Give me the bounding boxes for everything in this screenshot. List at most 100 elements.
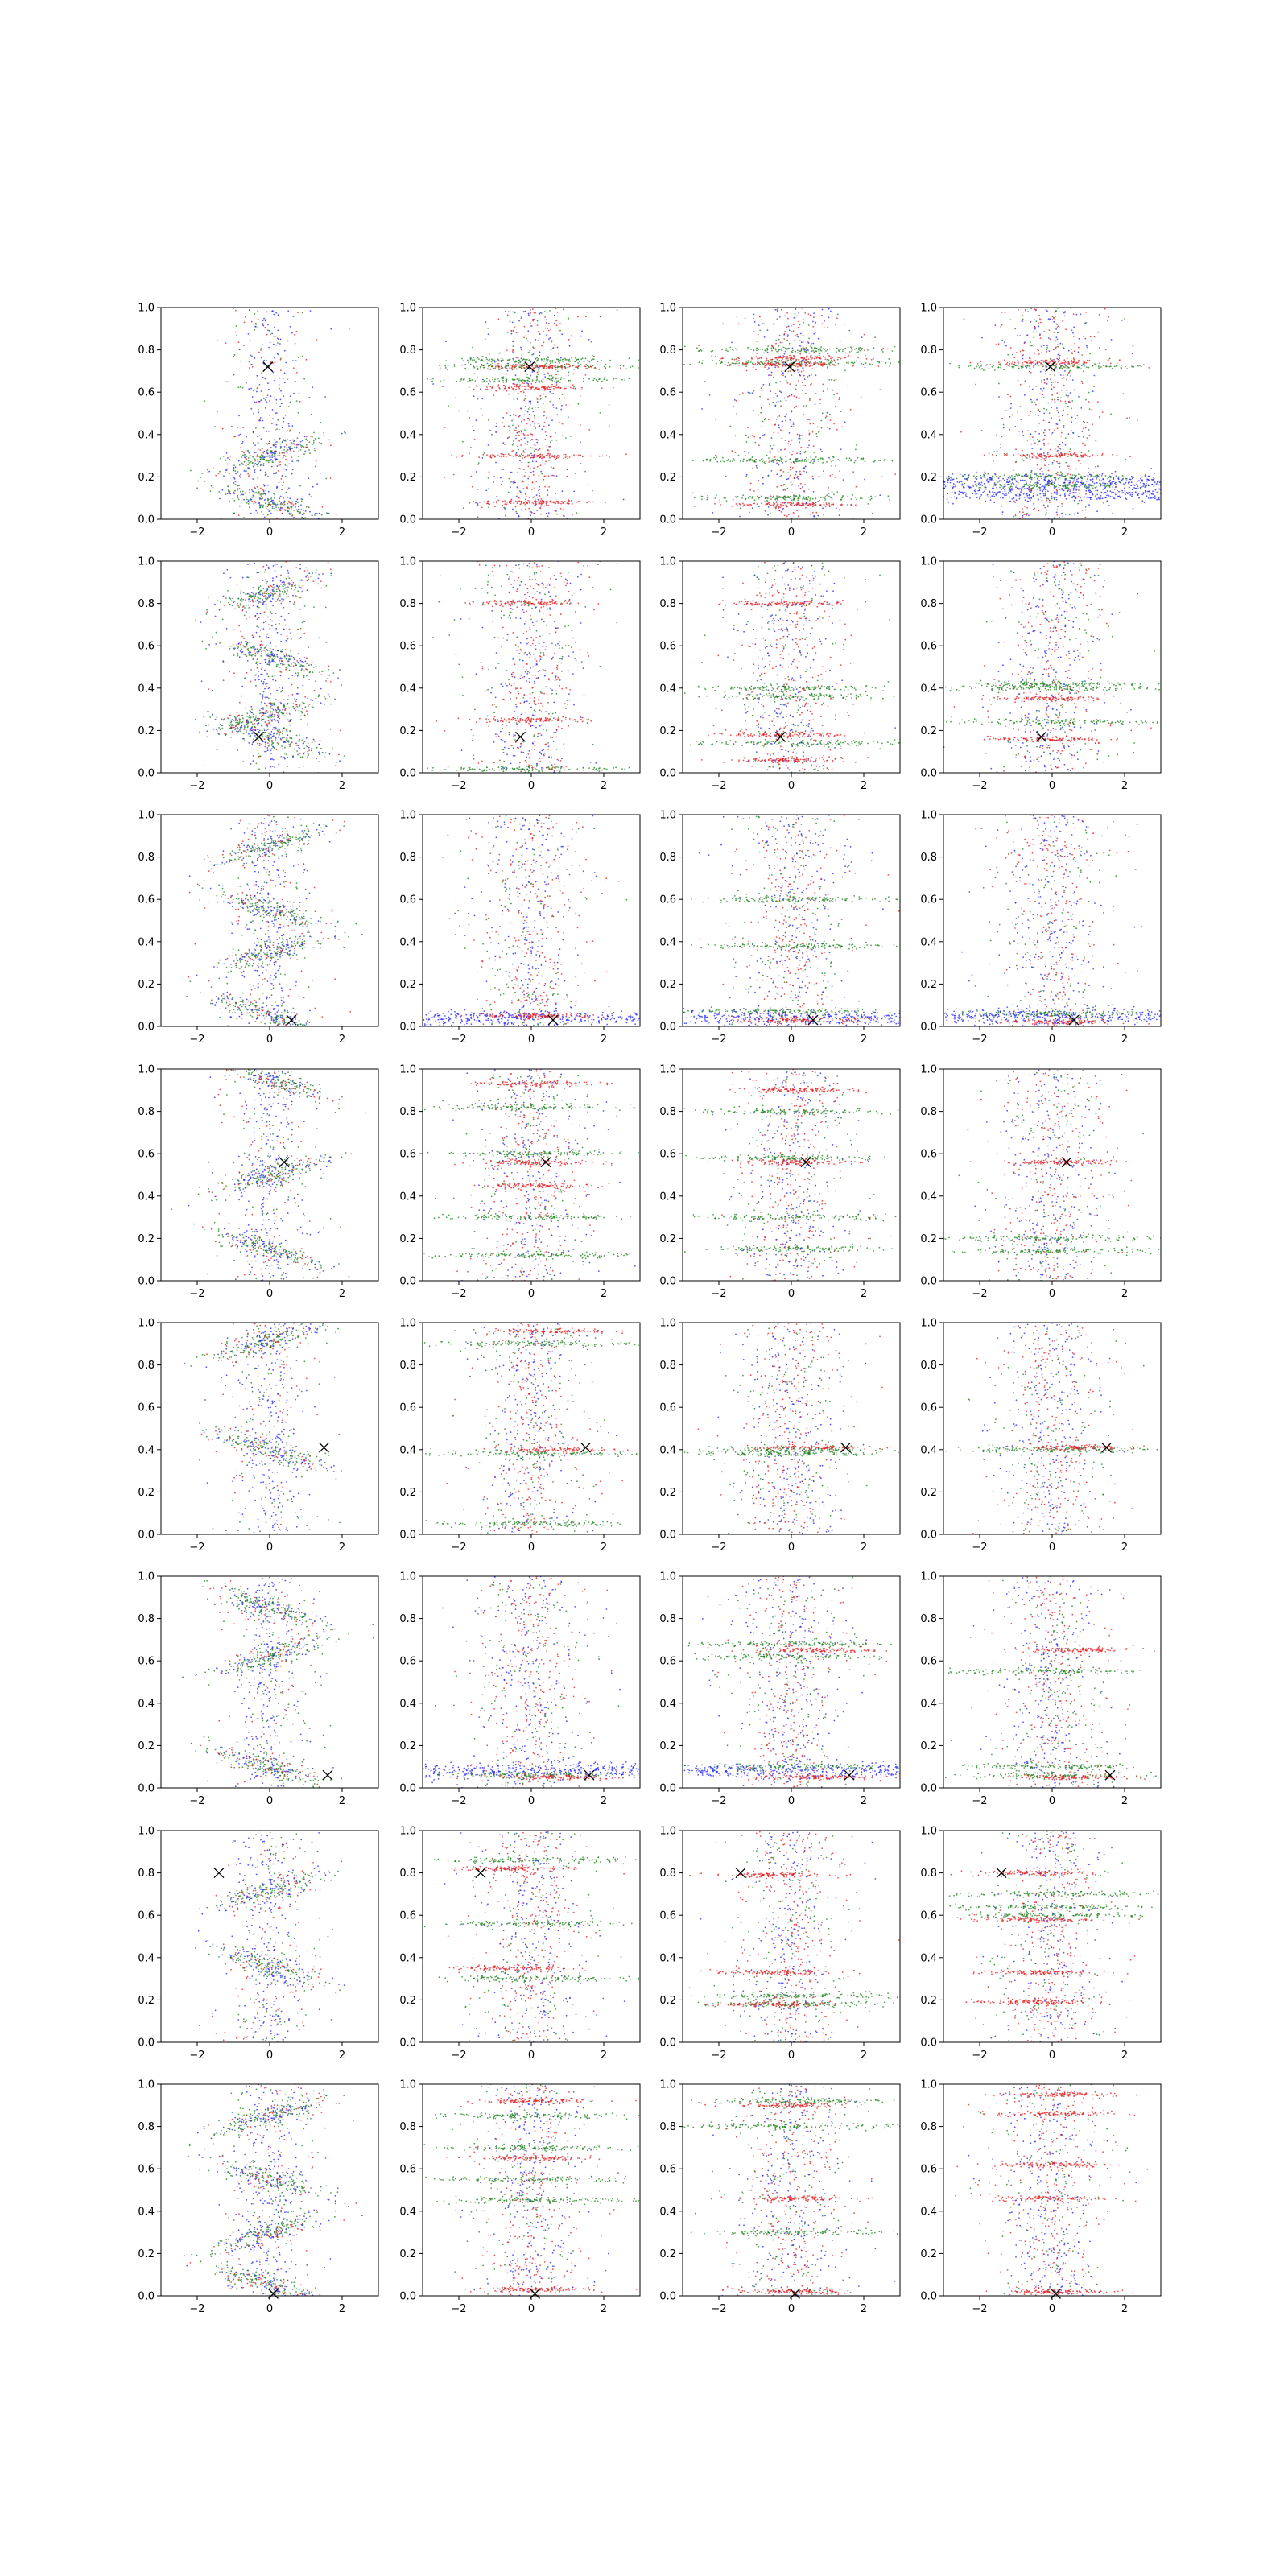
band-point [985,473,987,474]
band-point [238,464,241,466]
band-point [279,452,281,455]
band-point [714,497,716,499]
band-point [551,378,554,380]
noise-point [488,429,490,431]
noise-point [960,431,962,433]
core-point [1079,331,1081,333]
band-point [825,350,827,352]
noise-point [535,427,536,429]
band-point [985,486,987,489]
core-point [1068,451,1071,452]
core-point [1068,465,1070,467]
core-point [1069,489,1071,491]
band-point [701,362,704,365]
noise-point [1041,406,1043,408]
noise-point [1053,498,1055,501]
noise-point [273,335,275,337]
noise-point [829,419,832,421]
band-point [518,362,520,364]
band-point [751,497,753,499]
band-point [464,363,467,365]
band-point [265,498,267,500]
band-point [841,497,843,499]
noise-point [810,468,812,470]
band-point [572,503,573,505]
noise-point [757,489,759,491]
band-point [959,480,961,482]
core-point [783,332,786,335]
core-point [260,497,262,500]
core-point [1027,430,1029,432]
core-point [281,475,283,477]
core-point [804,465,807,468]
band-point [314,512,316,514]
noise-point [1042,504,1045,506]
band-point [485,388,487,390]
core-point [1055,323,1058,325]
core-point [535,448,537,451]
noise-point [534,487,536,489]
band-point [229,493,231,494]
band-point [1046,497,1048,500]
band-point [780,503,782,506]
core-point [520,431,522,433]
band-point [456,380,457,382]
noise-point [558,421,560,423]
band-point [850,503,852,506]
band-point [867,349,869,351]
band-point [598,369,601,370]
noise-point [1054,374,1055,376]
band-point [270,497,273,498]
core-point [515,495,518,497]
noise-point [530,382,533,385]
core-point [276,353,279,355]
band-point [823,504,825,506]
band-point [738,365,740,366]
noise-point [804,349,806,351]
core-point [1020,419,1022,420]
noise-point [787,370,790,373]
band-point [691,460,694,461]
core-point [1018,308,1019,311]
noise-point [268,346,270,349]
noise-point [780,458,782,460]
band-point [1000,480,1002,481]
core-point [287,310,290,312]
band-point [1109,495,1112,497]
band-point [558,502,560,504]
core-point [527,340,529,342]
band-point [238,485,240,487]
band-point [262,458,264,460]
band-point [763,461,766,464]
noise-point [540,505,542,507]
band-point [962,493,964,495]
noise-point [767,506,770,508]
noise-point [1088,468,1089,469]
band-point [297,510,299,513]
core-point [828,308,830,310]
band-point [806,364,808,366]
band-point [285,458,287,460]
band-point [784,347,786,349]
band-point [285,451,287,452]
band-point [546,368,548,369]
x-tick-label: 0 [788,526,795,539]
noise-point [501,373,503,375]
noise-point [691,492,694,494]
band-point [254,492,256,494]
noise-point [1038,440,1040,443]
band-point [541,365,543,367]
noise-point [493,394,495,396]
noise-point [555,308,557,309]
noise-point [312,485,314,488]
band-point [968,485,970,488]
core-point [791,331,793,333]
band-point [804,363,807,365]
noise-point [568,338,570,341]
noise-point [807,376,809,378]
band-point [580,358,583,361]
band-point [830,361,832,364]
band-point [571,357,572,359]
band-point [828,354,830,357]
noise-point [1137,419,1138,422]
